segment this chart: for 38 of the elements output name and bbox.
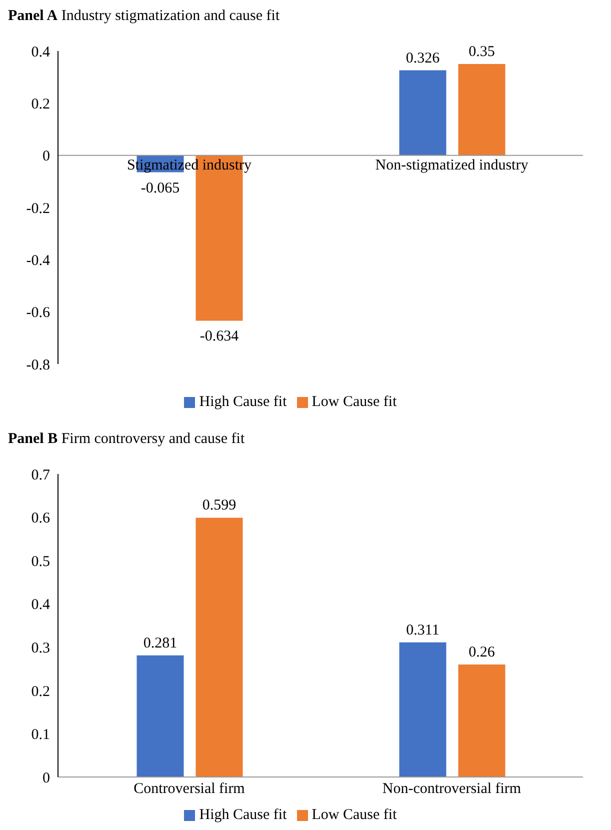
y-tick-label: 0.1 bbox=[31, 727, 50, 744]
legend-label: High Cause fit bbox=[199, 394, 287, 410]
y-tick-label: -0.6 bbox=[26, 305, 50, 322]
data-label: 0.326 bbox=[406, 50, 440, 66]
bar bbox=[458, 64, 506, 156]
y-tick-label: 0.4 bbox=[31, 597, 50, 614]
data-label: -0.065 bbox=[140, 180, 180, 196]
chart-title: Panel A Industry stigmatization and cause fit bbox=[8, 8, 281, 25]
y-tick-label: 0 bbox=[42, 770, 50, 786]
y-tick-label: -0.2 bbox=[26, 200, 50, 217]
y-tick-label: -0.8 bbox=[26, 357, 50, 374]
legend-label: High Cause fit bbox=[199, 807, 287, 823]
bar bbox=[136, 655, 184, 777]
legend-label: Low Cause fit bbox=[312, 394, 397, 410]
x-tick-label: Non-controversial firm bbox=[382, 781, 522, 797]
x-tick-label: Controversial firm bbox=[134, 781, 246, 797]
y-tick-label: 0.6 bbox=[31, 510, 50, 527]
data-label: 0.26 bbox=[468, 644, 496, 660]
y-tick-label: 0.5 bbox=[31, 554, 50, 570]
y-tick-label: 0.2 bbox=[31, 684, 50, 700]
y-tick-label: 0.3 bbox=[31, 640, 50, 656]
y-tick-label: -0.4 bbox=[26, 252, 50, 269]
data-label: -0.634 bbox=[200, 328, 240, 345]
y-tick-label: 0.2 bbox=[31, 96, 50, 112]
chart-title: Panel B Firm controversy and cause fit bbox=[8, 431, 246, 448]
bar bbox=[399, 642, 446, 777]
x-tick-label: Non-stigmatized industry bbox=[375, 157, 529, 174]
data-label: 0.599 bbox=[202, 498, 236, 514]
data-label: 0.311 bbox=[406, 622, 440, 638]
bar bbox=[399, 70, 446, 156]
data-label: 0.35 bbox=[468, 44, 495, 60]
bar bbox=[458, 664, 506, 777]
y-tick-label: 0.7 bbox=[31, 467, 50, 484]
legend-label: Low Cause fit bbox=[312, 807, 397, 823]
bar bbox=[196, 518, 243, 777]
y-tick-label: 0 bbox=[42, 148, 50, 165]
y-tick-label: 0.4 bbox=[31, 44, 50, 60]
data-label: 0.281 bbox=[143, 635, 178, 652]
